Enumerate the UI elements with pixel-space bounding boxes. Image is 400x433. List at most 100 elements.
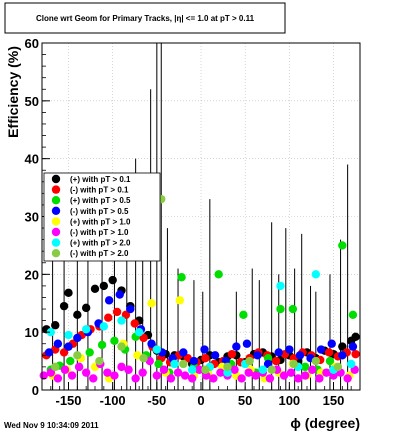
point-s5-20 (180, 371, 190, 380)
point-s3-14 (189, 356, 199, 366)
y-tick-label-6: 60 (25, 36, 39, 51)
legend-marker-3 (51, 206, 61, 215)
point-s5-4 (67, 371, 77, 380)
point-s6-3 (99, 322, 109, 331)
point-s6-13 (276, 281, 285, 291)
point-s5-3 (60, 365, 70, 374)
point-s3-15 (200, 345, 209, 354)
point-s5-35 (286, 368, 296, 377)
point-s5-28 (237, 374, 246, 383)
point-s3-20 (253, 351, 262, 360)
point-s6-17 (346, 359, 356, 369)
point-s3-2 (64, 342, 73, 351)
legend-label-1: (-) with pT > 0.1 (70, 186, 129, 195)
legend-label-0: (+) with pT > 0.1 (70, 175, 131, 184)
timestamp-footer: Wed Nov 9 10:34:09 2011 (4, 421, 99, 430)
legend-label-6: (+) with pT > 2.0 (70, 239, 131, 248)
point-s3-16 (210, 351, 220, 360)
point-s5-37 (301, 371, 310, 380)
point-s5-39 (315, 374, 324, 383)
point-s7-0 (51, 362, 60, 372)
y-tick-label-1: 10 (25, 325, 39, 340)
y-tick-label-0: 0 (32, 383, 39, 398)
point-s5-29 (244, 368, 253, 377)
point-s3-6 (104, 296, 114, 305)
legend-label-5: (-) with pT > 1.0 (70, 228, 129, 237)
legend-marker-6 (51, 238, 61, 247)
point-s2-2 (66, 356, 75, 366)
point-s2-21 (288, 304, 298, 314)
point-s5-1 (46, 368, 56, 377)
legend-label-2: (+) with pT > 0.5 (70, 196, 131, 205)
point-s0-5 (81, 303, 91, 313)
y-axis-title: Efficiency (%) (5, 46, 21, 138)
point-s0-3 (64, 288, 73, 298)
point-s5-24 (209, 374, 218, 383)
point-s6-6 (152, 345, 162, 354)
point-s2-19 (263, 353, 273, 363)
legend: (+) with pT > 0.1(-) with pT > 0.1(+) wi… (43, 172, 161, 262)
x-axis-title: ϕ (degree) (290, 415, 360, 431)
x-tick-label-5: 100 (278, 393, 300, 408)
point-s5-11 (117, 362, 126, 372)
point-s3-0 (44, 348, 54, 357)
point-s0-34 (338, 342, 347, 351)
point-s2-26 (348, 310, 358, 320)
legend-marker-7 (51, 249, 61, 258)
point-s2-4 (85, 348, 94, 357)
legend-marker-0 (51, 174, 61, 184)
point-s7-12 (311, 356, 321, 366)
point-s3-24 (295, 351, 305, 360)
point-s3-1 (53, 339, 63, 348)
data-points (39, 194, 360, 383)
point-s7-6 (179, 359, 188, 369)
point-s5-2 (53, 374, 63, 383)
point-s3-19 (242, 339, 252, 348)
point-s0-1 (51, 321, 60, 330)
point-s7-8 (223, 362, 232, 372)
point-s7-13 (333, 362, 343, 372)
point-s1-10 (130, 319, 139, 328)
point-s5-13 (131, 374, 140, 383)
point-s1-18 (201, 353, 210, 363)
point-s5-38 (308, 365, 317, 374)
point-s1-26 (271, 356, 281, 366)
point-s2-12 (177, 273, 186, 282)
point-s0-7 (99, 281, 109, 291)
point-s3-3 (73, 333, 82, 343)
point-s5-40 (322, 368, 331, 377)
point-s5-12 (124, 365, 133, 374)
x-tick-label-4: 50 (238, 393, 252, 408)
point-s3-23 (285, 345, 294, 354)
x-tick-label-1: -100 (100, 393, 126, 408)
x-tick-label-6: 150 (323, 393, 345, 408)
point-s7-4 (139, 353, 148, 363)
point-s5-36 (293, 374, 303, 383)
point-s1-21 (227, 349, 237, 359)
point-s1-9 (121, 310, 131, 320)
point-s5-32 (265, 374, 275, 383)
legend-marker-1 (51, 185, 61, 194)
point-s5-6 (81, 368, 91, 377)
point-s3-27 (327, 339, 336, 348)
point-s6-12 (258, 365, 268, 374)
point-s5-14 (138, 368, 147, 377)
point-s1-11 (139, 333, 148, 343)
point-s2-5 (97, 340, 107, 350)
point-s3-28 (338, 351, 347, 360)
point-s1-8 (112, 307, 122, 317)
legend-label-7: (-) with pT > 2.0 (70, 249, 129, 258)
point-s0-36 (351, 332, 360, 341)
chart-title: Clone wrt Geom for Primary Tracks, |η| <… (36, 14, 255, 23)
point-s2-20 (276, 304, 285, 314)
legend-marker-4 (51, 217, 61, 226)
x-tick-label-3: 0 (197, 393, 204, 408)
point-s5-41 (329, 371, 338, 380)
y-tick-label-5: 50 (25, 94, 39, 109)
x-tick-label-2: -50 (147, 393, 166, 408)
point-s4-7 (147, 299, 156, 308)
point-s3-10 (147, 339, 156, 348)
point-s6-15 (311, 270, 321, 279)
point-s1-7 (104, 313, 113, 322)
